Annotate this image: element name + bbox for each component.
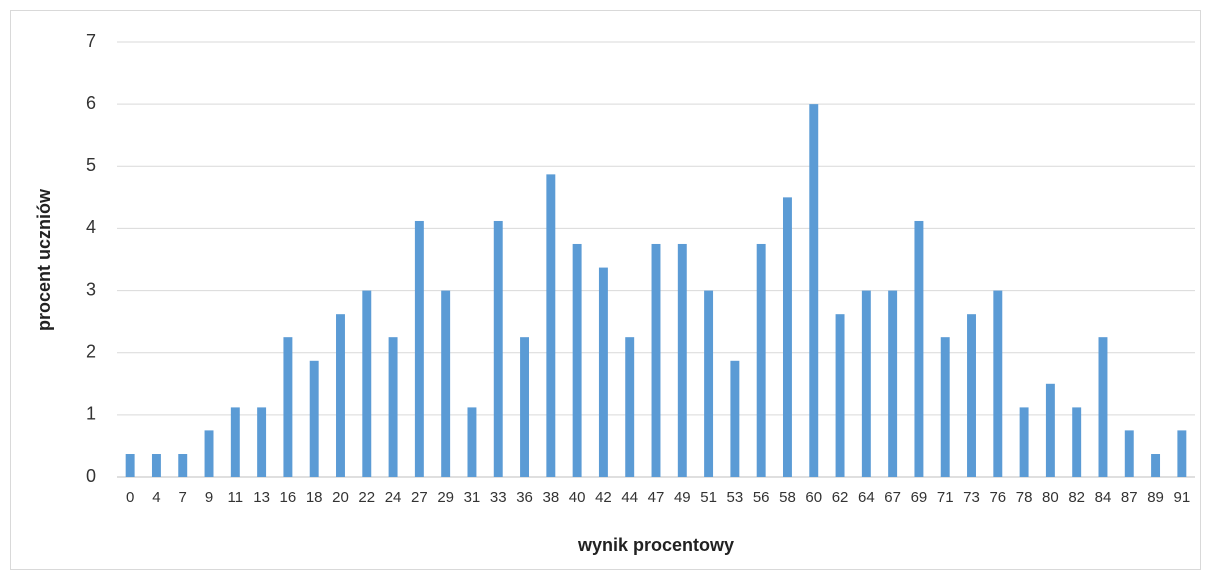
x-tick-label: 60	[805, 489, 822, 506]
bar	[782, 197, 792, 477]
bar	[940, 337, 950, 477]
y-axis-title: procent uczniów	[34, 188, 54, 331]
bar	[809, 104, 819, 478]
y-tick-label: 1	[86, 404, 96, 424]
bar	[441, 290, 451, 477]
x-tick-label: 31	[464, 489, 481, 506]
x-tick-label: 91	[1174, 489, 1191, 506]
x-tick-label: 24	[385, 489, 402, 506]
bar	[230, 407, 240, 477]
x-tick-label: 44	[621, 489, 638, 506]
y-tick-label: 3	[86, 279, 96, 299]
bar	[257, 407, 267, 477]
y-tick-label: 4	[86, 217, 96, 237]
x-tick-label: 62	[832, 489, 849, 506]
x-tick-label: 20	[332, 489, 349, 506]
x-tick-label: 56	[753, 489, 770, 506]
bar	[204, 430, 214, 477]
x-tick-label: 78	[1016, 489, 1033, 506]
x-tick-label: 82	[1068, 489, 1085, 506]
x-tick-label: 29	[437, 489, 454, 506]
bar	[572, 243, 582, 477]
x-tick-label: 33	[490, 489, 507, 506]
bar	[651, 243, 661, 477]
x-tick-label: 53	[727, 489, 744, 506]
x-tick-label: 80	[1042, 489, 1059, 506]
x-tick-label: 13	[253, 489, 270, 506]
bar	[414, 220, 424, 477]
x-tick-label: 18	[306, 489, 323, 506]
x-tick-label: 22	[358, 489, 375, 506]
x-tick-label: 42	[595, 489, 612, 506]
bar	[309, 360, 319, 477]
bar	[493, 220, 503, 477]
y-tick-label: 6	[86, 93, 96, 113]
bar	[625, 337, 635, 477]
bar	[1045, 383, 1055, 477]
y-tick-label: 7	[86, 31, 96, 51]
bar	[362, 290, 372, 477]
x-tick-label: 0	[126, 489, 134, 506]
x-tick-label: 27	[411, 489, 428, 506]
x-tick-label: 36	[516, 489, 533, 506]
bar	[598, 267, 608, 477]
bar	[835, 314, 845, 477]
bar	[993, 290, 1003, 477]
x-tick-label: 87	[1121, 489, 1138, 506]
x-tick-label: 69	[911, 489, 928, 506]
bar	[861, 290, 871, 477]
bar	[151, 454, 161, 477]
x-tick-label: 9	[205, 489, 213, 506]
x-tick-label: 40	[569, 489, 586, 506]
x-tick-label: 16	[280, 489, 297, 506]
bar	[283, 337, 293, 477]
bar	[730, 360, 740, 477]
bar	[467, 407, 477, 477]
x-tick-label: 47	[648, 489, 665, 506]
bar	[520, 337, 530, 477]
bar	[1019, 407, 1029, 477]
x-tick-label: 49	[674, 489, 691, 506]
bar	[178, 454, 188, 477]
x-tick-label: 67	[884, 489, 901, 506]
bar	[704, 290, 714, 477]
x-tick-label: 51	[700, 489, 717, 506]
x-axis-title: wynik procentowy	[577, 535, 734, 555]
bar	[677, 243, 687, 477]
bar	[336, 314, 345, 477]
x-tick-label: 7	[179, 489, 187, 506]
bar	[1124, 430, 1134, 477]
bar	[546, 174, 556, 477]
x-tick-label: 73	[963, 489, 980, 506]
y-tick-label: 0	[86, 466, 96, 486]
bar	[914, 220, 924, 477]
bar	[125, 454, 135, 477]
bar	[1098, 337, 1108, 477]
x-tick-label: 38	[542, 489, 559, 506]
x-tick-label: 89	[1147, 489, 1164, 506]
y-tick-label: 5	[86, 155, 96, 175]
bar	[1072, 407, 1082, 477]
bar	[967, 314, 976, 477]
x-tick-label: 76	[989, 489, 1006, 506]
bar	[388, 337, 398, 477]
bar	[756, 243, 766, 477]
x-tick-label: 4	[152, 489, 160, 506]
x-tick-label: 64	[858, 489, 875, 506]
bar	[888, 290, 898, 477]
bar	[1177, 430, 1187, 477]
x-tick-label: 11	[228, 489, 244, 506]
bar	[1151, 454, 1161, 477]
x-tick-label: 71	[937, 489, 954, 506]
y-tick-label: 2	[86, 341, 96, 361]
x-tick-label: 84	[1095, 489, 1112, 506]
x-tick-label: 58	[779, 489, 796, 506]
